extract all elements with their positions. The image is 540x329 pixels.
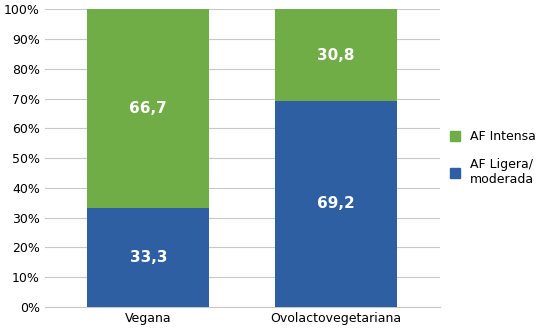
Text: 30,8: 30,8	[318, 47, 355, 63]
Text: 33,3: 33,3	[130, 250, 167, 265]
Bar	[87, 9, 210, 208]
Text: 69,2: 69,2	[318, 196, 355, 212]
Bar	[275, 9, 397, 101]
Bar	[275, 101, 397, 307]
Text: 66,7: 66,7	[130, 101, 167, 116]
Legend: AF Intensa, AF Ligera/
moderada: AF Intensa, AF Ligera/ moderada	[450, 130, 536, 186]
Bar	[87, 208, 210, 307]
